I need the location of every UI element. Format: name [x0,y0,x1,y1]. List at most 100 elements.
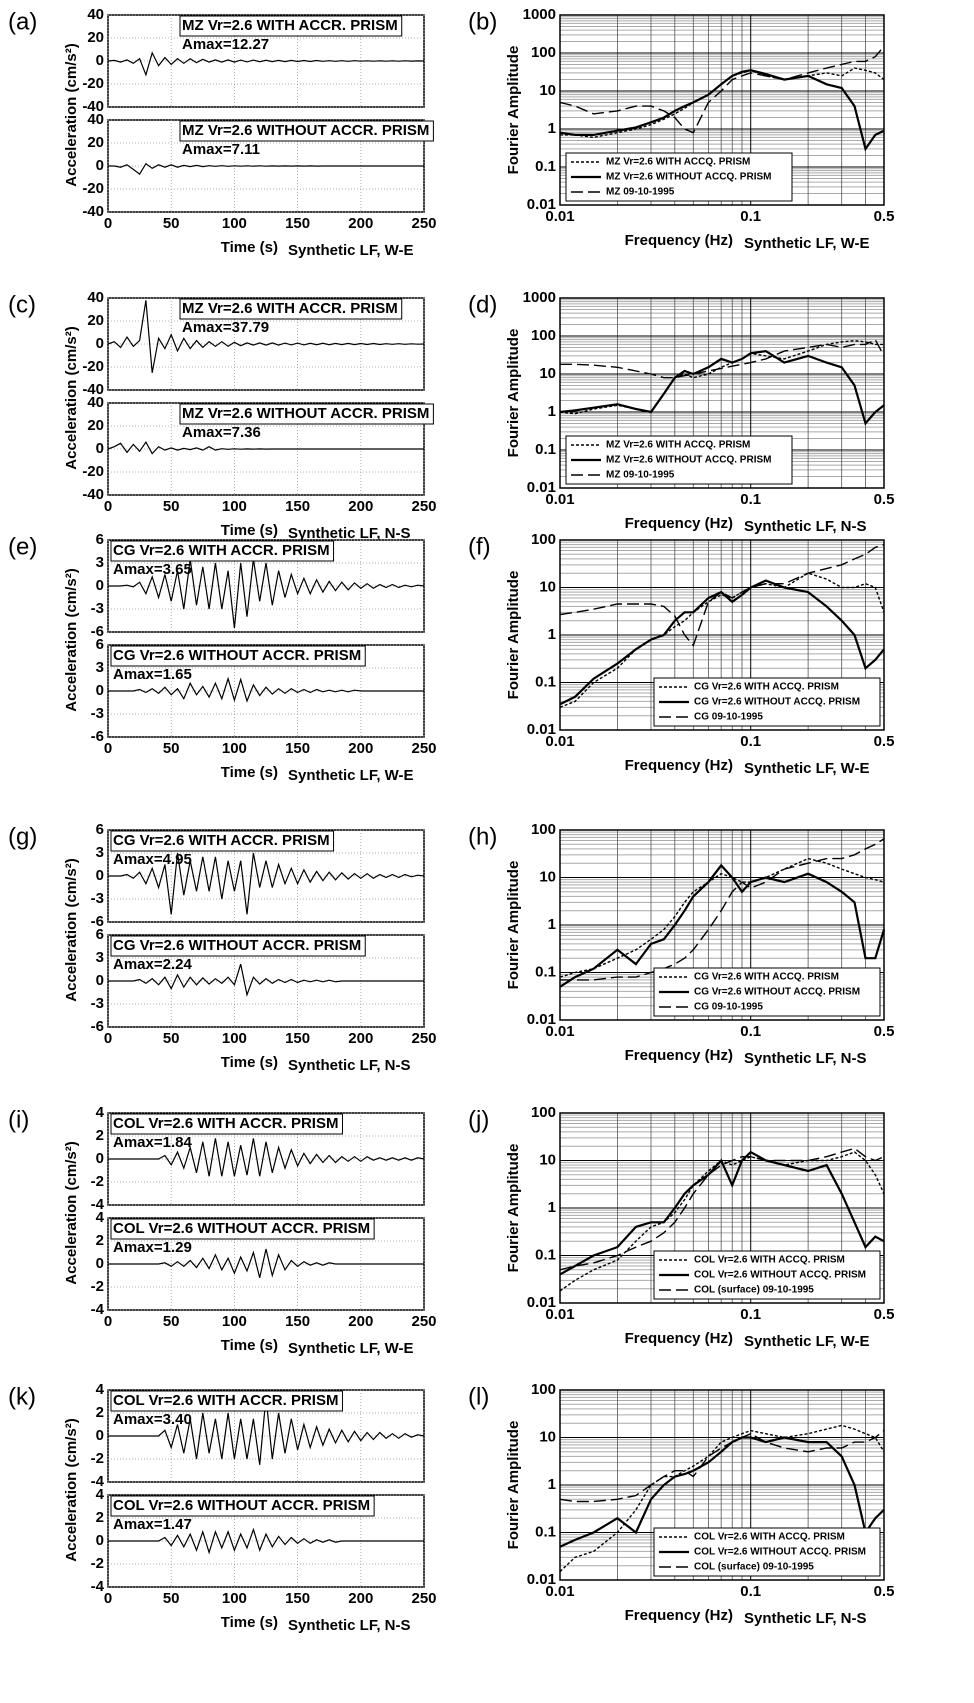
legend-label: MZ Vr=2.6 WITHOUT ACCQ. PRISM [606,455,771,466]
y-tick-label: 0.01 [527,479,556,496]
y-tick-label: 0 [96,157,104,174]
y-tick-label: 0.01 [527,1011,556,1028]
y-axis-label: Fourier Amplitude [505,1421,522,1550]
waveform [108,676,424,703]
y-tick-label: 10 [539,82,556,99]
y-tick-label: 100 [531,44,556,61]
x-axis-note: Synthetic LF, N-S [744,1050,867,1067]
y-tick-label: -3 [91,600,104,617]
legend-box [653,1250,881,1300]
amax-annotation: Amax=1.84 [113,1134,192,1151]
panel-label: (l) [468,1383,489,1410]
waveform [108,1248,424,1278]
y-tick-label: 1 [548,916,556,933]
x-tick-label: 0.5 [874,1306,895,1323]
y-tick-label: 40 [87,289,104,306]
legend-label: COL (surface) 09-10-1995 [694,1285,814,1296]
y-tick-label: -4 [91,1473,105,1490]
y-tick-label: 0 [96,335,104,352]
plot-frame [559,829,885,1021]
x-tick-label: 0.01 [545,733,574,750]
y-tick-label: 10 [539,578,556,595]
panel-title: COL Vr=2.6 WITHOUT ACCR. PRISM [113,1497,370,1514]
x-tick-label: 0.5 [874,1583,895,1600]
spectrum-line [559,1430,885,1503]
panel-title: COL Vr=2.6 WITH ACCR. PRISM [113,1115,338,1132]
y-tick-label: 10 [539,868,556,885]
y-tick-label: -40 [82,486,104,503]
waveform [108,852,425,915]
x-axis-label: Time (s) [221,764,278,781]
x-tick-label: 0.1 [740,733,761,750]
panel-title: MZ Vr=2.6 WITH ACCR. PRISM [182,300,398,317]
y-tick-label: 0.1 [535,1246,556,1263]
x-tick-label: 150 [285,1313,310,1330]
y-tick-label: 0 [96,1427,104,1444]
legend-box [653,677,881,727]
y-tick-label: 0 [96,52,104,69]
y-tick-label: 0.1 [535,158,556,175]
x-tick-label: 250 [411,1313,436,1330]
y-tick-label: 1 [548,626,556,643]
amax-annotation: Amax=7.11 [182,141,260,158]
x-tick-label: 100 [222,740,247,757]
title-box [110,1113,343,1135]
x-axis-note: Synthetic LF, N-S [744,518,867,535]
legend-label: MZ Vr=2.6 WITH ACCQ. PRISM [606,157,750,168]
x-axis-label: Time (s) [221,522,278,539]
panel-title: MZ Vr=2.6 WITHOUT ACCR. PRISM [182,122,429,139]
legend-label: CG Vr=2.6 WITHOUT ACCQ. PRISM [694,697,860,708]
amax-annotation: Amax=1.29 [113,1239,192,1256]
y-tick-label: 2 [96,1232,104,1249]
x-tick-label: 0.01 [545,1023,574,1040]
x-tick-label: 0.01 [545,1583,574,1600]
x-tick-label: 50 [163,1313,180,1330]
x-axis-note: Synthetic LF, N-S [288,525,411,542]
y-tick-label: -40 [82,203,104,220]
legend-box [653,1527,881,1577]
spectrum-line [559,1436,885,1548]
y-tick-label: 3 [96,844,104,861]
x-axis-note: Synthetic LF, W-E [744,1333,870,1350]
y-tick-label: 20 [87,29,104,46]
title-box [179,298,403,320]
y-tick-label: -2 [91,1173,104,1190]
legend-label: COL Vr=2.6 WITH ACCQ. PRISM [694,1255,845,1266]
legend-label: COL Vr=2.6 WITH ACCQ. PRISM [694,1532,845,1543]
x-axis-label: Time (s) [221,239,278,256]
panel-label: (j) [468,1106,489,1133]
y-tick-label: 0 [96,1150,104,1167]
panel-title: CG Vr=2.6 WITH ACCR. PRISM [113,832,330,849]
spectrum-line [559,543,885,647]
y-axis-label: Acceleration (cm/s²) [63,1141,80,1284]
x-tick-label: 200 [348,740,373,757]
x-axis-note: Synthetic LF, W-E [288,242,414,259]
y-tick-label: -6 [91,623,104,640]
x-tick-label: 50 [163,498,180,515]
x-tick-label: 0.5 [874,491,895,508]
x-tick-label: 250 [411,498,436,515]
y-tick-label: 0.01 [527,721,556,738]
x-tick-label: 50 [163,1030,180,1047]
y-tick-label: -3 [91,705,104,722]
legend-label: CG Vr=2.6 WITH ACCQ. PRISM [694,682,839,693]
plot-frame [559,14,885,206]
y-tick-label: -4 [91,1196,105,1213]
title-box [179,120,434,142]
y-tick-label: 1000 [523,6,556,23]
x-axis-note: Synthetic LF, N-S [288,1057,411,1074]
x-tick-label: 0 [104,1313,112,1330]
waveform [108,162,424,175]
y-tick-label: -20 [82,75,104,92]
x-tick-label: 0 [104,740,112,757]
y-tick-label: -20 [82,358,104,375]
panel-label: (e) [8,533,37,560]
spectrum-line [559,69,885,152]
y-tick-label: -2 [91,1450,104,1467]
x-tick-label: 150 [285,740,310,757]
amax-annotation: Amax=2.24 [113,956,192,973]
x-tick-label: 0.1 [740,1306,761,1323]
spectrum-line [559,339,884,415]
panel-title: MZ Vr=2.6 WITH ACCR. PRISM [182,17,398,34]
